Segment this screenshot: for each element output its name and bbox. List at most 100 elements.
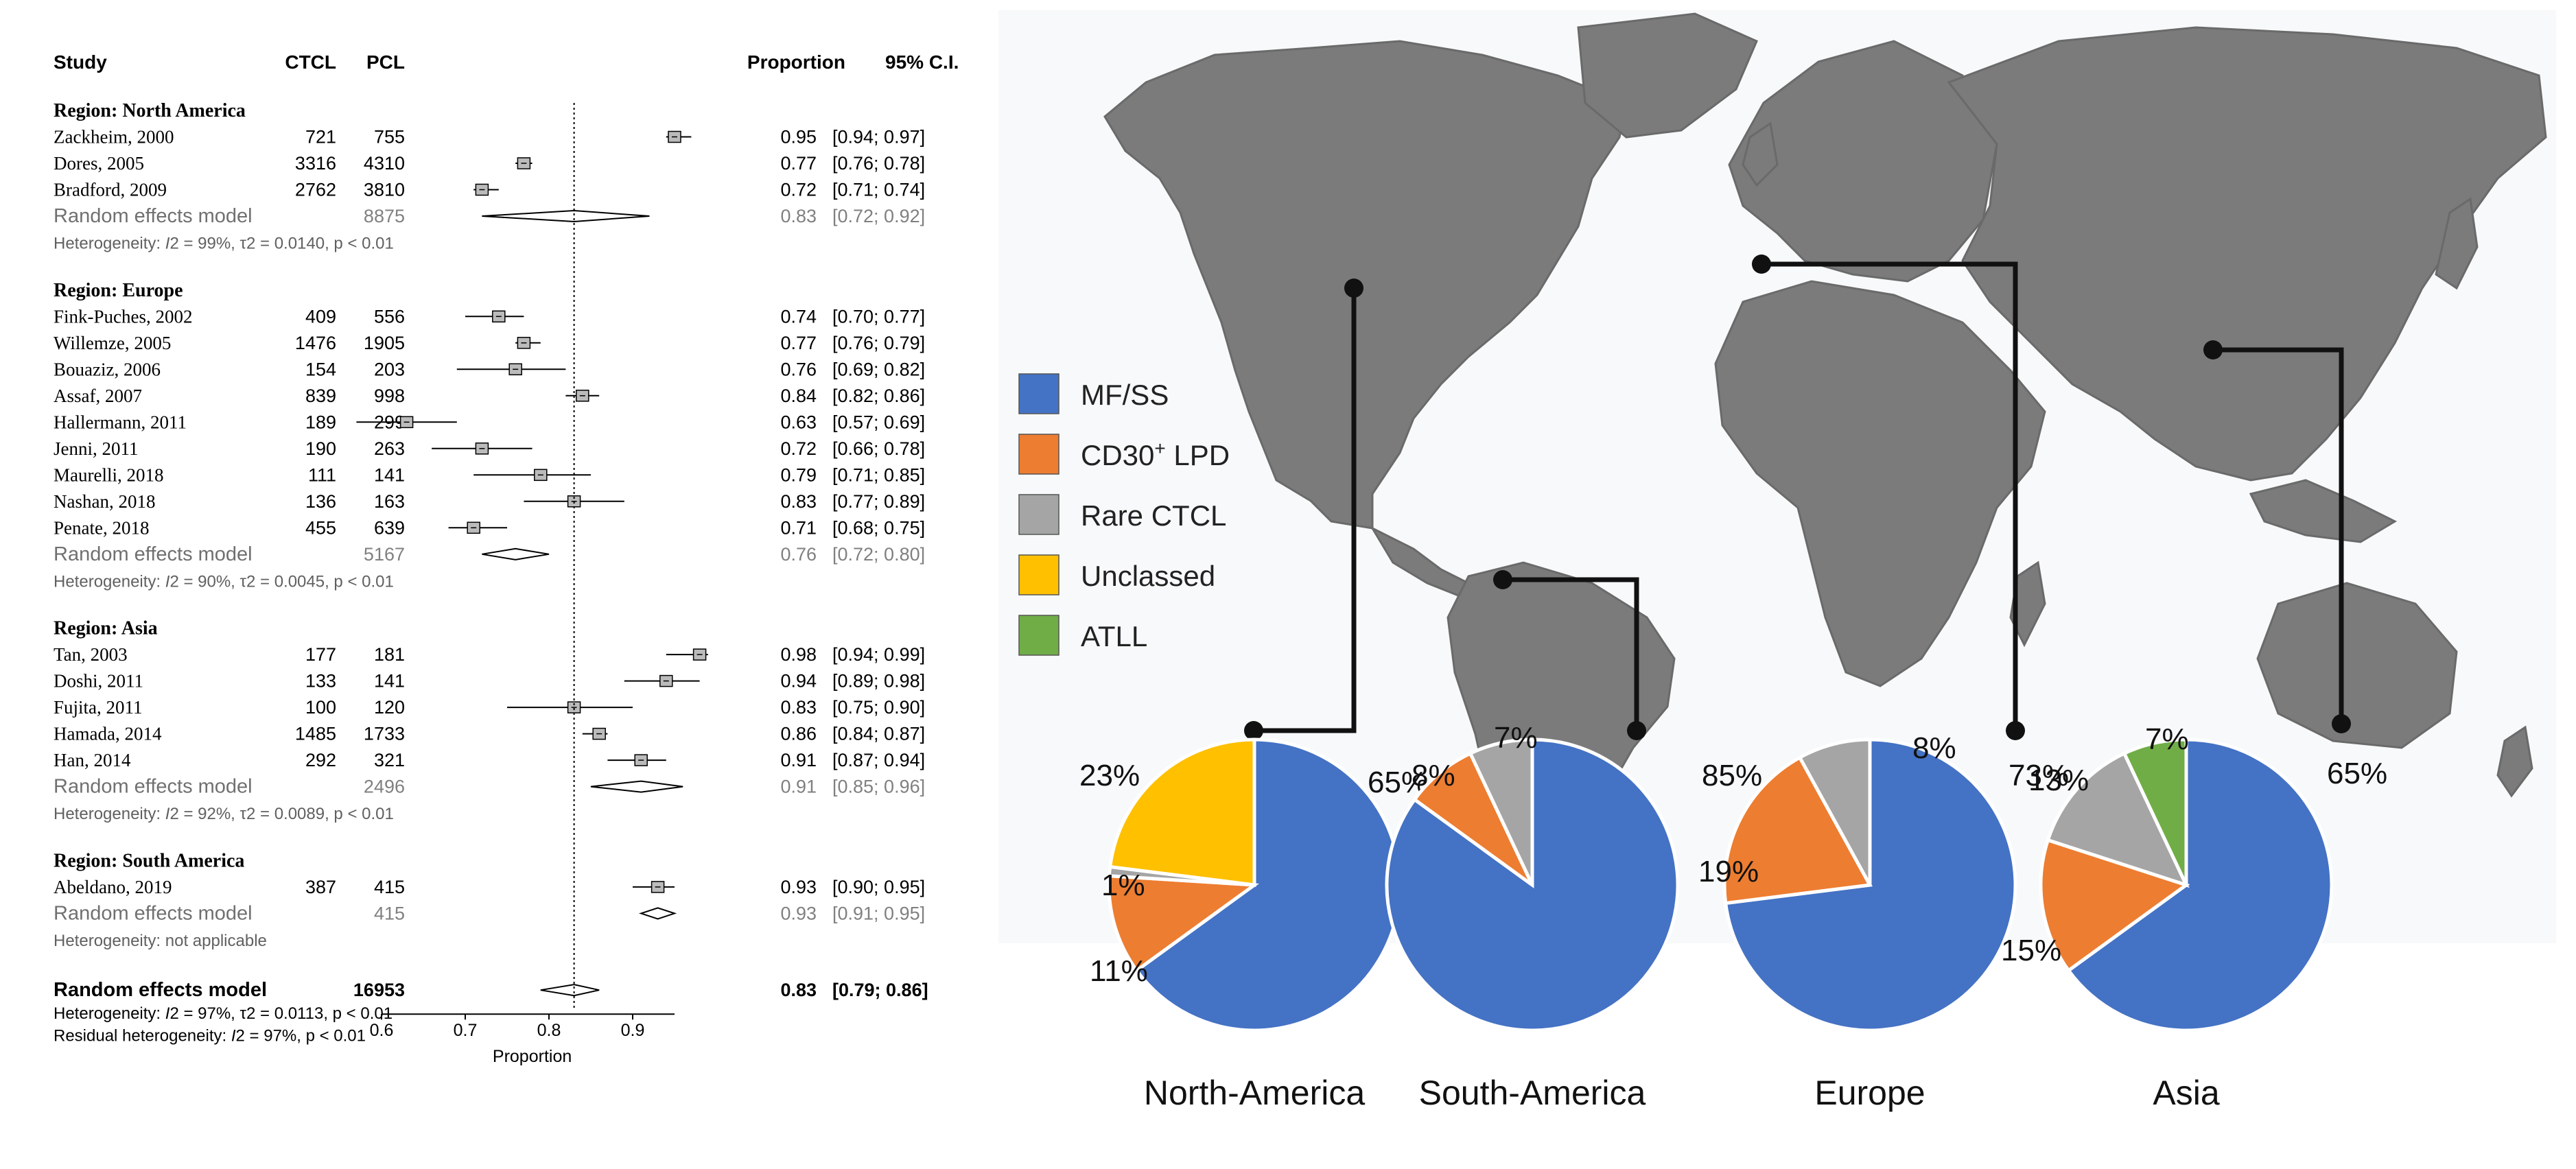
pcl-value: 163 <box>374 491 405 512</box>
ctcl-value: 136 <box>305 491 336 512</box>
legend-label: MF/SS <box>1081 379 1169 411</box>
pie-asia: 65% 15% 13% 7% Asia <box>2001 722 2387 1112</box>
pie-south-america: 85% 8% 7% South-America <box>1385 721 1762 1112</box>
pie-charts: 65% 11% 1% 23% North-America 85% 8% 7% South-Ame… <box>1079 721 2387 1112</box>
pcl-value: 120 <box>374 697 405 718</box>
pie-region-label: South-America <box>1419 1074 1646 1112</box>
study-name: Willemze, 2005 <box>54 333 171 353</box>
pie-north-america: 65%11%1%23%North-America <box>1079 737 1428 1112</box>
study-row: Fujita, 2011 100 120 0.83 [0.75; 0.90] <box>54 697 925 718</box>
study-row: Zackheim, 2000 721 755 0.95 [0.94; 0.97] <box>54 127 925 147</box>
pie-slice-label: 7% <box>1494 721 1538 755</box>
heterogeneity-text: Heterogeneity: not applicable <box>54 932 267 950</box>
pcl-value: 998 <box>374 386 405 406</box>
pie-slice-label: 85% <box>1702 759 1762 792</box>
ci-value: [0.71; 0.85] <box>832 464 925 485</box>
model-row: Random effects model 415 0.93 [0.91; 0.95] <box>54 902 925 924</box>
ci-value: [0.70; 0.77] <box>832 306 925 327</box>
ctcl-value: 190 <box>305 438 336 459</box>
overall-heterogeneity-text: Heterogeneity: I2 = 97%, τ2 = 0.0113, p … <box>54 1004 393 1023</box>
africa-landmass <box>1714 280 2046 687</box>
ci-value: [0.75; 0.90] <box>832 697 925 718</box>
pie-slice <box>1134 737 1402 1032</box>
study-name: Tan, 2003 <box>54 644 128 665</box>
connector-dot <box>2203 340 2223 359</box>
connector-dot <box>1493 570 1512 589</box>
ci-value: [0.76; 0.78] <box>832 153 925 174</box>
pie-slice <box>2039 838 2190 973</box>
pcl-value: 639 <box>374 517 405 538</box>
indonesia-landmass <box>2249 479 2398 543</box>
forest-plot-svg: Study CTCL PCL Proportion 95% C.I. Region: No… <box>54 51 959 1066</box>
ctcl-value: 387 <box>305 877 336 897</box>
proportion-value: 0.77 <box>780 153 817 174</box>
ci-value: [0.76; 0.79] <box>832 333 925 353</box>
world-map-svg: MF/SS CD30+ LPD Rare CTCL Unclassed ATLL 65%… <box>998 10 2556 1112</box>
legend-swatch <box>1018 554 1059 595</box>
new-zealand-landmass <box>2496 725 2533 798</box>
x-axis-label: Proportion <box>493 1047 572 1066</box>
study-name: Fink-Puches, 2002 <box>54 306 193 327</box>
proportion-value: 0.72 <box>780 438 817 459</box>
legend-label: CD30+ LPD <box>1081 438 1230 472</box>
study-name: Hallermann, 2011 <box>54 412 187 432</box>
study-row: Dores, 2005 3316 4310 0.77 [0.76; 0.78] <box>54 153 925 174</box>
x-tick-label: 0.7 <box>454 1021 478 1040</box>
ctcl-value: 455 <box>305 517 336 538</box>
pie-region-label: Asia <box>2153 1074 2219 1112</box>
pie-slice-label: 1% <box>1101 869 1145 902</box>
model-label: Random effects model <box>54 979 267 1001</box>
heterogeneity-text: Heterogeneity: I2 = 90%, τ2 = 0.0045, p … <box>54 572 394 591</box>
ci-value: [0.91; 0.95] <box>832 903 925 923</box>
study-name: Han, 2014 <box>54 750 131 770</box>
study-row: Fink-Puches, 2002 409 556 0.74 [0.70; 0.77] <box>54 306 925 327</box>
proportion-value: 0.94 <box>780 671 817 692</box>
legend-label: Unclassed <box>1081 560 1215 592</box>
pie-slice-label: 13% <box>2028 764 2089 797</box>
ctcl-value: 1485 <box>295 724 336 744</box>
ctcl-value: 292 <box>305 750 336 770</box>
region-header: Region: Europe <box>54 280 183 301</box>
proportion-value: 0.83 <box>780 206 817 226</box>
pie-slice-label: 73% <box>2009 759 2069 792</box>
world-map-pie-figure: MF/SS CD30+ LPD Rare CTCL Unclassed ATLL 65%… <box>988 0 2576 1166</box>
study-row: Assaf, 2007 839 998 0.84 [0.82; 0.86] <box>54 386 925 406</box>
pie-slice-label: 8% <box>1912 731 1956 765</box>
heterogeneity-text: Heterogeneity: I2 = 99%, τ2 = 0.0140, p … <box>54 235 394 253</box>
pcl-value: 755 <box>374 127 405 147</box>
pcl-value: 203 <box>374 359 405 379</box>
pie-slice <box>2046 751 2190 888</box>
connector-dot <box>2006 721 2025 740</box>
pie-slice-label: 15% <box>2001 934 2061 967</box>
study-name: Jenni, 2011 <box>54 438 139 459</box>
model-label: Random effects model <box>54 902 253 924</box>
study-row: Willemze, 2005 1476 1905 0.77 [0.76; 0.79] <box>54 333 925 353</box>
residual-heterogeneity-text: Residual heterogeneity: I2 = 97%, p < 0.… <box>54 1027 366 1046</box>
study-row: Jenni, 2011 190 263 0.72 [0.66; 0.78] <box>54 438 925 459</box>
ci-value: [0.94; 0.97] <box>832 127 925 147</box>
model-row: Random effects model 16953 0.83 [0.79; 0.86… <box>54 979 928 1001</box>
connector-line <box>2213 347 2344 724</box>
legend-label: Rare CTCL <box>1081 499 1226 532</box>
model-row: Random effects model 2496 0.91 [0.85; 0.96] <box>54 776 925 798</box>
study-name: Bouaziz, 2006 <box>54 359 161 379</box>
pcl-value: 2496 <box>364 777 405 797</box>
forest-plot: Study CTCL PCL Proportion 95% C.I. Region: No… <box>0 0 974 1166</box>
pie-slice-label: 11% <box>1090 954 1148 988</box>
pcl-value: 181 <box>374 644 405 665</box>
proportion-value: 0.93 <box>780 877 817 897</box>
pie-slice-label: 65% <box>2327 757 2387 790</box>
pie-slice-label: 8% <box>1412 759 1455 792</box>
study-name: Dores, 2005 <box>54 153 144 174</box>
pie-slice <box>1722 755 1873 906</box>
region-header: Region: North America <box>54 100 246 121</box>
pcl-value: 1905 <box>364 333 405 353</box>
study-name: Hamada, 2014 <box>54 724 162 744</box>
region-header: Region: Asia <box>54 618 158 639</box>
asia-landmass <box>1947 26 2547 482</box>
ctcl-value: 839 <box>305 386 336 406</box>
ci-value: [0.85; 0.96] <box>832 777 925 797</box>
pie-slice <box>2065 737 2334 1032</box>
header-study: Study <box>54 51 107 73</box>
ci-value: [0.69; 0.82] <box>832 359 925 379</box>
